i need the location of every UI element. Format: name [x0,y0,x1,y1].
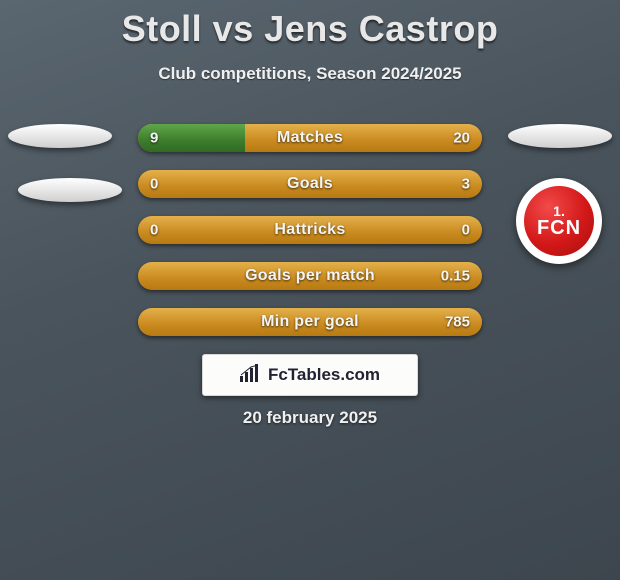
player-left-avatar-placeholder [8,124,112,148]
club-badge-main-text: FCN [537,218,581,238]
stat-bar: 920Matches [138,124,482,152]
stat-bars: 920Matches 03Goals 00Hattricks 0.15Goals pe… [138,124,482,354]
club-right-badge: 1. FCN [516,178,602,264]
club-left-placeholder [18,178,122,202]
chart-icon [240,364,262,387]
subtitle: Club competitions, Season 2024/2025 [0,64,620,84]
source-attribution: FcTables.com [202,354,418,396]
stat-bar: 00Hattricks [138,216,482,244]
source-brand-text: FcTables.com [268,365,380,385]
stat-bar: 785Min per goal [138,308,482,336]
stat-label: Goals [138,175,482,193]
stat-label: Hattricks [138,221,482,239]
comparison-card: Stoll vs Jens Castrop Club competitions,… [0,0,620,580]
stat-bar: 03Goals [138,170,482,198]
player-right-avatar-placeholder [508,124,612,148]
club-right-badge-inner: 1. FCN [524,186,594,256]
page-title: Stoll vs Jens Castrop [0,0,620,50]
generated-date: 20 february 2025 [0,408,620,428]
stat-label: Matches [138,129,482,147]
club-badge-top-text: 1. [553,204,565,218]
stat-label: Goals per match [138,267,482,285]
stat-bar: 0.15Goals per match [138,262,482,290]
stat-label: Min per goal [138,313,482,331]
